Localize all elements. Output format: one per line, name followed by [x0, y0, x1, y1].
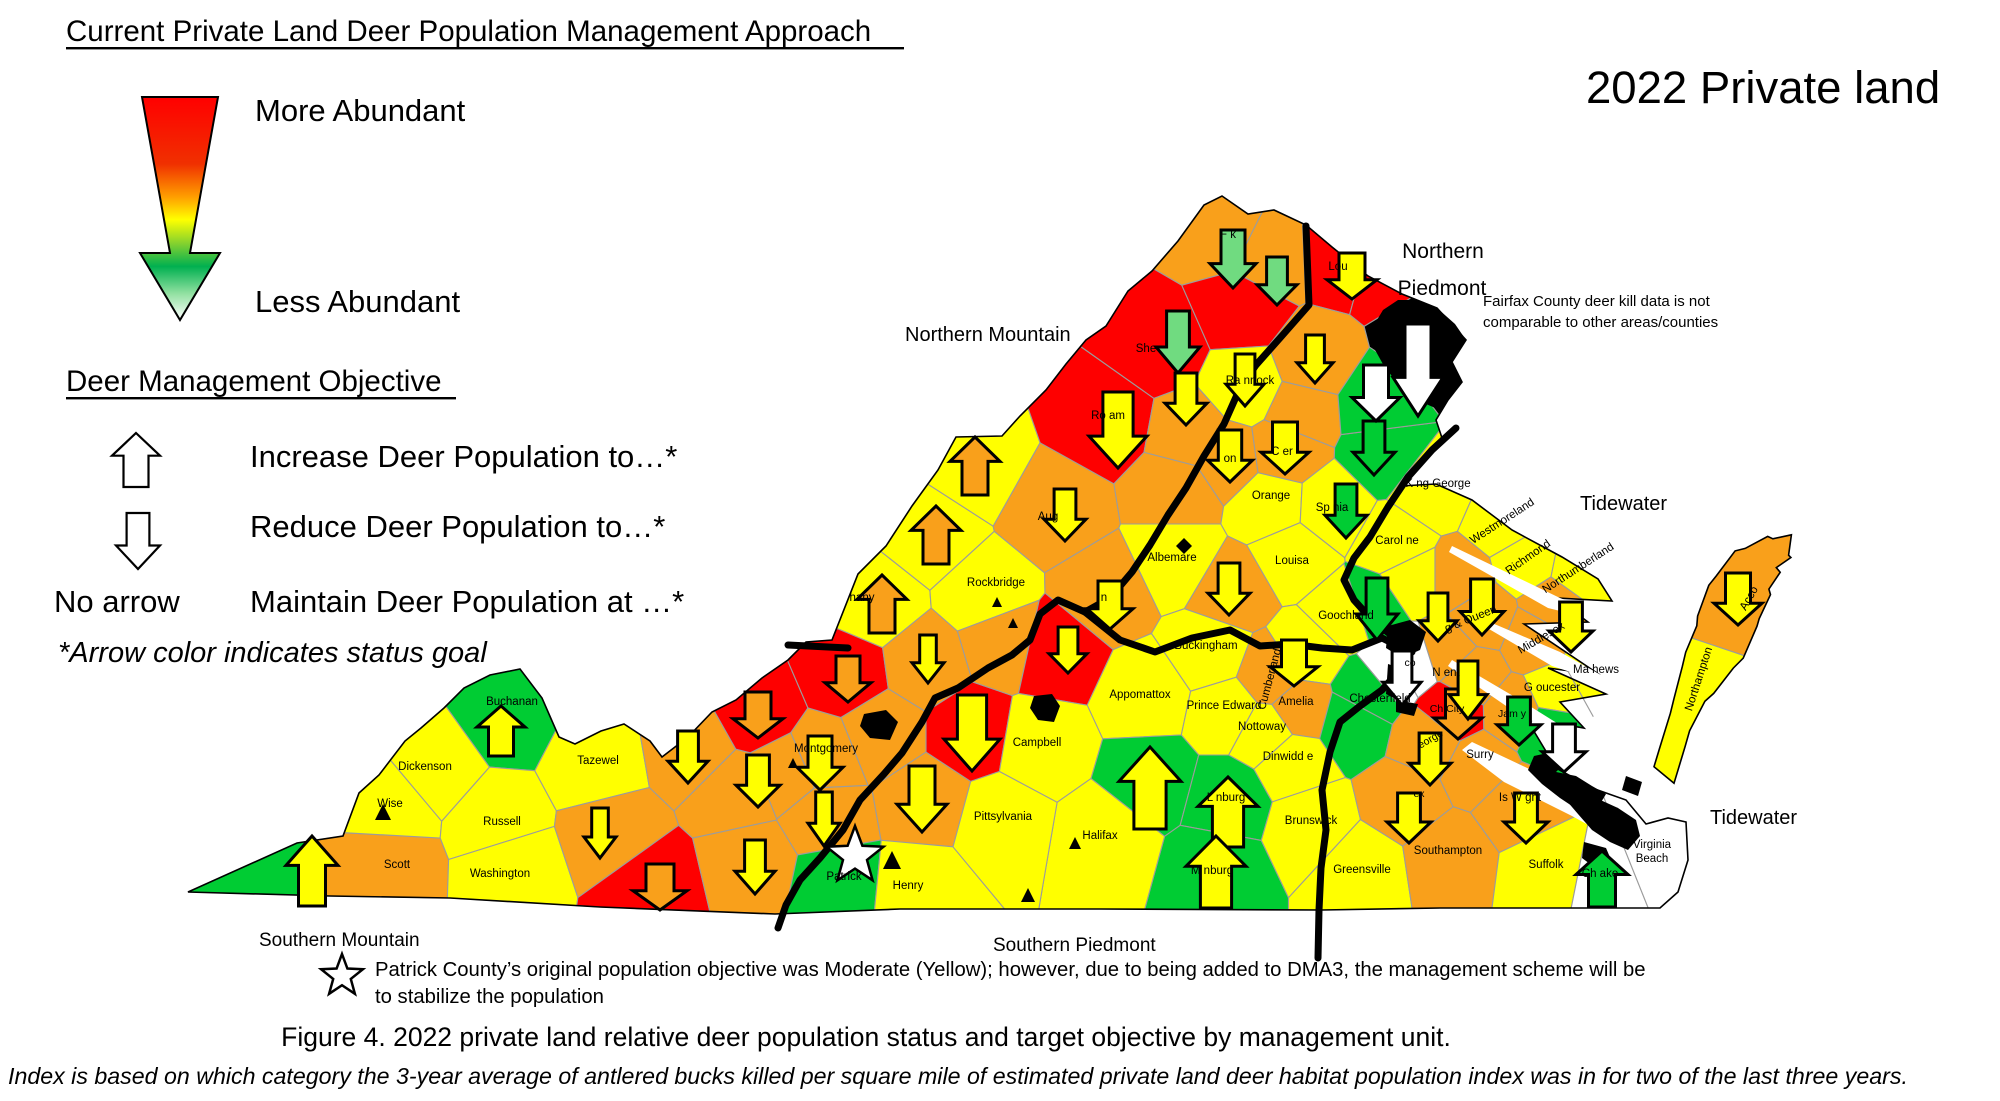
svg-text:No arrow: No arrow [54, 584, 180, 619]
svg-text:Washington: Washington [470, 868, 530, 880]
svg-text:Tazewel: Tazewel [577, 755, 619, 767]
svg-text:co: co [1404, 657, 1415, 669]
svg-text:Current Private Land Deer Popu: Current Private Land Deer Population Man… [66, 15, 871, 48]
svg-text:Amelia: Amelia [1278, 696, 1314, 708]
svg-text:Albemare: Albemare [1147, 552, 1196, 564]
svg-text:Wise: Wise [377, 798, 403, 810]
svg-text:Southampton: Southampton [1414, 845, 1482, 857]
svg-text:Northern: Northern [1402, 240, 1484, 263]
svg-text:Appomattox: Appomattox [1109, 689, 1171, 701]
svg-text:Buckingham: Buckingham [1174, 640, 1237, 652]
svg-text:Tidewater: Tidewater [1580, 493, 1667, 515]
svg-text:Index is based on which catego: Index is based on which category the 3-y… [8, 1063, 1908, 1089]
svg-text:Deer Management Objective: Deer Management Objective [66, 365, 442, 398]
svg-text:Southern Piedmont: Southern Piedmont [993, 935, 1156, 956]
svg-text:ex: ex [1413, 788, 1425, 800]
svg-text:Jam y: Jam y [1498, 708, 1527, 720]
svg-text:L nburg: L nburg [1207, 792, 1246, 804]
svg-text:Suffolk: Suffolk [1529, 859, 1564, 871]
svg-text:Louisa: Louisa [1275, 555, 1309, 567]
svg-text:Is W ght: Is W ght [1499, 792, 1542, 804]
svg-text:Dinwidd e: Dinwidd e [1263, 751, 1314, 763]
svg-text:Chesterfield: Chesterfield [1349, 693, 1410, 705]
svg-text:Sp nia: Sp nia [1316, 502, 1349, 514]
svg-text:Fairfax County deer kill data: Fairfax County deer kill data is not [1483, 293, 1711, 310]
svg-text:Southern Mountain: Southern Mountain [259, 930, 420, 951]
svg-text:Reduce Deer Population to…*: Reduce Deer Population to…* [250, 509, 665, 544]
svg-text:Tidewater: Tidewater [1710, 807, 1797, 829]
svg-text:Beach: Beach [1636, 853, 1669, 865]
svg-text:comparable to other areas/coun: comparable to other areas/counties [1483, 314, 1718, 331]
svg-text:Surry: Surry [1466, 749, 1494, 761]
svg-text:Carol ne: Carol ne [1375, 535, 1418, 547]
svg-text:Henry: Henry [893, 880, 924, 892]
svg-text:Piedmont: Piedmont [1398, 277, 1487, 300]
svg-text:Ch ake: Ch ake [1582, 868, 1618, 880]
svg-text:Prince Edward: Prince Edward [1187, 700, 1262, 712]
svg-text:*Arrow color indicates status: *Arrow color indicates status goal [58, 637, 488, 669]
svg-text:Orange: Orange [1252, 490, 1290, 502]
svg-text:Virginia: Virginia [1633, 839, 1672, 851]
svg-text:N ent: N ent [1432, 667, 1460, 679]
svg-text:K ng George: K ng George [1405, 478, 1470, 490]
svg-text:G oucester: G oucester [1524, 682, 1580, 694]
svg-text:More Abundant: More Abundant [255, 93, 466, 128]
svg-text:Campbell: Campbell [1013, 737, 1062, 749]
svg-text:F k: F k [1220, 229, 1236, 241]
svg-text:Patrick: Patrick [826, 871, 861, 883]
svg-text:C er: C er [1271, 446, 1293, 458]
svg-text:Buchanan: Buchanan [486, 696, 538, 708]
svg-text:Goochland: Goochland [1318, 610, 1374, 622]
svg-text:n: n [1101, 592, 1107, 604]
svg-text:Ro am: Ro am [1091, 410, 1125, 422]
svg-text:to stabilize the population: to stabilize the population [375, 986, 604, 1008]
svg-text:Maintain Deer Population at …*: Maintain Deer Population at …* [250, 584, 684, 619]
svg-text:Nottoway: Nottoway [1238, 721, 1286, 733]
svg-text:Aug: Aug [1038, 511, 1058, 523]
svg-text:Rockbridge: Rockbridge [967, 577, 1025, 589]
svg-text:Montgomery: Montgomery [794, 743, 858, 755]
svg-text:Patrick County’s original popu: Patrick County’s original population obj… [375, 959, 1646, 981]
svg-text:Greensville: Greensville [1333, 864, 1391, 876]
svg-text:Russell: Russell [483, 816, 521, 828]
svg-text:She: She [1136, 343, 1156, 355]
svg-text:Lou: Lou [1328, 261, 1347, 273]
svg-text:M nburg: M nburg [1191, 865, 1233, 877]
svg-text:Ra nnock: Ra nnock [1226, 375, 1275, 387]
svg-text:Halifax: Halifax [1082, 830, 1117, 842]
svg-text:on: on [1224, 453, 1237, 465]
svg-text:Pittsylvania: Pittsylvania [974, 811, 1033, 823]
svg-text:Ch City: Ch City [1430, 703, 1465, 715]
svg-text:Ma hews: Ma hews [1573, 664, 1619, 676]
svg-text:Northern Mountain: Northern Mountain [905, 324, 1071, 346]
svg-text:hany: hany [850, 592, 875, 604]
svg-text:Increase Deer Population to…*: Increase Deer Population to…* [250, 439, 677, 474]
svg-text:Less Abundant: Less Abundant [255, 284, 461, 319]
svg-text:Brunswick: Brunswick [1285, 815, 1338, 827]
svg-text:2022 Private land: 2022 Private land [1586, 62, 1940, 113]
svg-text:Figure 4. 2022 private land r: Figure 4. 2022 private land relative dee… [281, 1022, 1451, 1052]
svg-text:Scott: Scott [384, 859, 411, 871]
svg-text:Dickenson: Dickenson [398, 761, 452, 773]
